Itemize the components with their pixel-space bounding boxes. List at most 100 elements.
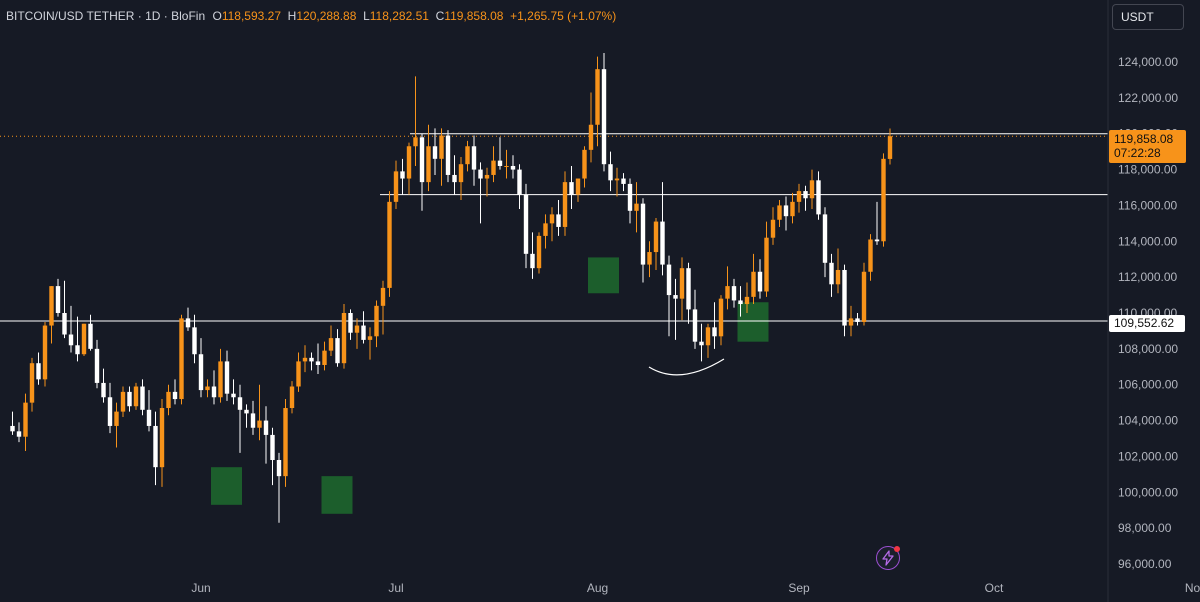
candle [81,323,87,357]
candle-body [608,164,613,181]
candle-body [140,386,145,410]
candle-body [790,201,795,217]
candle [309,352,314,371]
candle [68,305,74,353]
support-zone [211,467,242,505]
candle [400,158,405,195]
price-axis[interactable]: 96,000.00 98,000.00 100,000.00 102,000.00 10… [1118,55,1178,571]
support-zones [211,257,769,514]
candle [231,379,236,405]
price-tick-label: 116,000.00 [1118,198,1177,212]
candle-body [536,235,542,269]
candle [816,171,821,220]
candle-body [218,361,223,398]
candle [42,321,48,387]
candle [101,368,106,403]
candle-body [582,149,587,179]
candle [569,165,574,210]
candle-body [315,361,321,365]
candle-body [413,137,418,147]
candle-body [445,135,451,175]
candle-body [198,354,204,391]
candle-body [231,393,236,398]
candle-body [406,146,412,179]
candle [36,352,41,385]
candle-body [341,313,347,364]
price-tick-label: 108,000.00 [1118,342,1178,356]
candle-body [120,391,126,412]
candle-body [796,191,802,202]
price-tick-label: 102,000.00 [1118,449,1178,463]
candle [432,128,438,175]
time-axis[interactable]: Jun Jul Aug Sep Oct Nov [191,581,1200,595]
candle-body [751,271,756,297]
candle-body [478,169,483,179]
candle-body [517,169,522,195]
candle-body [809,180,815,199]
candle-body [673,295,678,299]
candle-body [127,391,132,407]
candle [413,76,418,166]
candle-body [94,348,100,383]
candle-body [166,391,171,409]
time-tick-label: Jun [191,581,210,595]
candle-body [666,264,672,296]
candle [530,232,535,279]
candle [29,357,35,412]
candle-body [68,334,74,346]
candle [777,200,782,227]
candle-body [530,253,535,269]
candle [517,164,522,210]
candle [556,200,561,236]
candle [185,307,191,331]
candle-body [16,431,22,437]
candle [855,313,860,326]
candle-body [10,425,15,432]
time-tick-label: Oct [985,581,1004,595]
candle-body [562,182,568,227]
candle [419,133,425,211]
candle [387,191,392,297]
currency-button[interactable]: USDT [1112,4,1184,30]
candle [16,422,22,443]
candle [465,140,470,172]
candle-body [75,345,80,355]
candle-body [270,434,275,461]
candle [614,167,620,197]
candle-body [881,158,886,242]
candle [536,232,542,274]
last-price-tag: 119,858.08 07:22:28 [1109,130,1186,163]
candle-body [777,205,782,220]
candle [718,295,724,346]
candle [764,221,769,297]
candle-body [725,286,730,299]
candle-body [439,135,444,159]
candle-body [276,460,282,477]
time-tick-label: Nov [1185,581,1200,595]
candle [705,323,711,358]
candle [133,382,139,410]
close-value: 119,858.08 [444,9,504,23]
candle-body [29,363,35,403]
candle-body [179,318,184,400]
candle-body [744,296,750,305]
candle [848,305,854,337]
candle [263,406,269,464]
candle [166,384,171,416]
symbol-title: BITCOIN/USD TETHER · 1D · BloFin [6,9,206,23]
candle [257,384,262,441]
candle [712,302,717,349]
candle-body [309,357,314,362]
candle [23,393,28,452]
candle-body [244,409,249,414]
candle-body [296,361,301,387]
candle-body [692,309,698,342]
lightning-icon[interactable] [876,546,900,570]
candle [588,92,594,163]
bar-countdown: 07:22:28 [1114,146,1161,160]
candle-body [731,286,737,301]
candle [809,169,815,210]
candle-body [640,203,646,265]
price-tick-label: 98,000.00 [1118,521,1172,535]
